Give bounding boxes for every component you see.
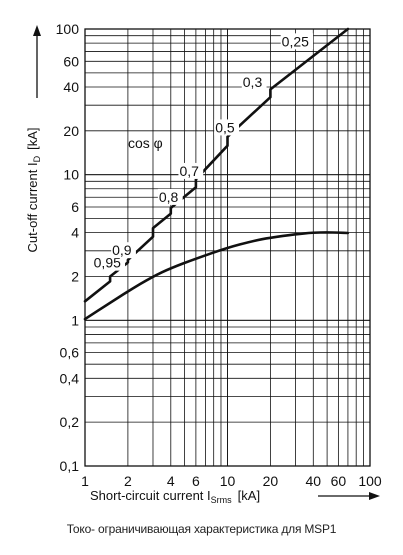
x-tick-label: 2 <box>124 473 132 489</box>
plot-frame <box>84 28 371 467</box>
y-tick-label: 4 <box>71 225 79 241</box>
peak-current-curve <box>83 231 350 321</box>
annotation-layer: 0,950,9 0,80,7 0,5 0,3 0,25 <box>92 33 314 271</box>
annotation-bg <box>157 188 183 205</box>
y-tick-label: 0,4 <box>60 370 80 386</box>
y-axis-arrow-head <box>33 25 41 36</box>
cos-phi-value-label: 0,7 <box>179 163 199 179</box>
annotation-bg <box>92 254 126 271</box>
y-tick-label: 2 <box>71 268 79 284</box>
y-tick-label: 40 <box>63 79 79 95</box>
annotation-bg <box>111 242 136 259</box>
x-tick-label: 6 <box>192 473 200 489</box>
cos-phi-value-label: 0,5 <box>215 119 235 135</box>
y-tick-label: 0,6 <box>60 345 80 361</box>
y-tick-label: 100 <box>56 21 80 37</box>
annotation-bg <box>241 73 267 90</box>
x-tick-label: 4 <box>167 473 175 489</box>
grid <box>85 29 370 466</box>
x-tick-label: 100 <box>358 473 382 489</box>
cos-phi-label: cos φ <box>128 135 163 151</box>
cos-phi-value-label: 0,9 <box>112 242 132 258</box>
figure-caption: Токо- ограничивающая характеристика для … <box>66 522 337 536</box>
x-tick-label: 40 <box>306 473 322 489</box>
y-tick-label: 10 <box>63 167 79 183</box>
x-axis-label: Short-circuit current ISrms [kA] <box>90 488 260 505</box>
annotation-bg <box>178 162 204 179</box>
cos-phi-value-label: 0,8 <box>159 189 179 205</box>
y-tick-label: 0,2 <box>60 414 80 430</box>
annotation-bg <box>214 119 240 136</box>
annotation-bg <box>280 33 314 50</box>
x-tick-label: 1 <box>81 473 89 489</box>
y-tick-label: 6 <box>71 199 79 215</box>
x-axis-arrow-head <box>369 492 380 500</box>
y-axis-label: Cut-off current ID[kA] <box>25 128 42 253</box>
y-tick-label: 60 <box>63 53 79 69</box>
cos-phi-value-label: 0,25 <box>282 33 309 49</box>
tick-labels: 1 2 4 6 10 20 40 60 100 0,1 0,2 0,4 0,6 1 2 4 6 10 20 40 60 1… <box>56 21 382 489</box>
x-tick-label: 60 <box>331 473 347 489</box>
y-tick-label: 20 <box>63 123 79 139</box>
y-tick-label: 1 <box>71 312 79 328</box>
x-tick-label: 10 <box>220 473 236 489</box>
cos-phi-value-label: 0,3 <box>243 74 263 90</box>
y-tick-label: 0,1 <box>60 458 80 474</box>
cos-phi-value-label: 0,95 <box>94 255 121 271</box>
x-tick-label: 20 <box>263 473 279 489</box>
